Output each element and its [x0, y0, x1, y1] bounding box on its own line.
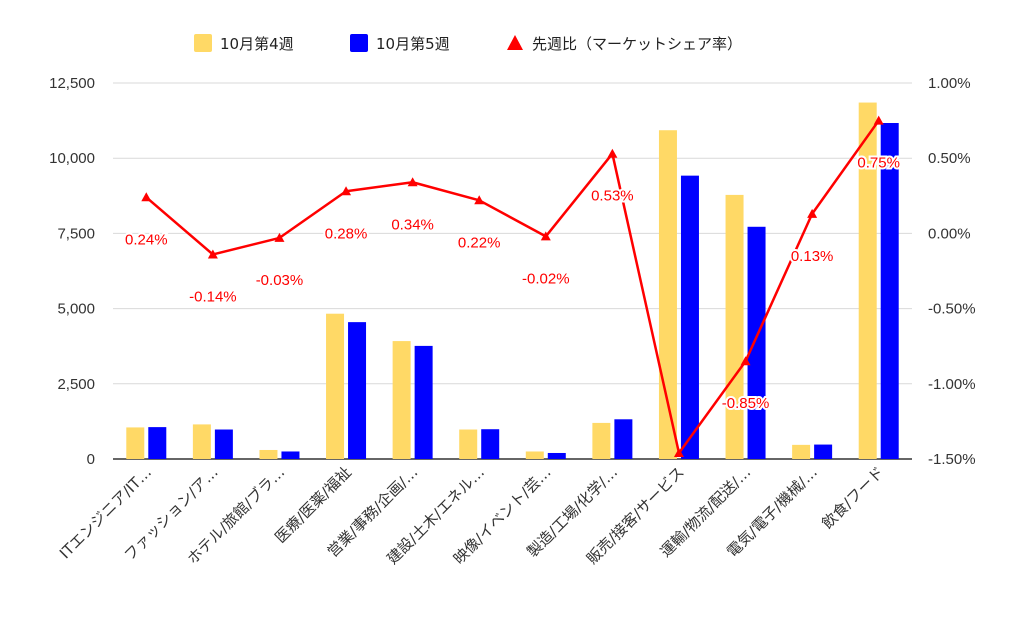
legend-label: 10月第4週	[220, 35, 294, 53]
legend: 10月第4週 10月第5週 先週比（マーケットシェア率）	[194, 34, 742, 53]
share-data-label: 0.22%	[458, 234, 501, 251]
share-point	[341, 186, 352, 196]
legend-swatch	[350, 34, 368, 52]
category-label: 飲食/フード	[818, 463, 887, 532]
share-point	[207, 249, 218, 259]
share-data-label: -0.85%	[722, 395, 770, 412]
bar-week4	[326, 313, 345, 459]
bar-week5	[880, 123, 899, 459]
left-tick-label: 10,000	[49, 150, 95, 167]
share-data-label: 0.53%	[591, 188, 634, 205]
share-point	[607, 148, 618, 158]
bar-week5	[348, 322, 367, 459]
legend-swatch	[507, 35, 523, 50]
bar-week5	[614, 419, 633, 459]
share-data-label: -0.02%	[522, 270, 570, 287]
share-data-label: 0.13%	[791, 248, 834, 265]
bar-week4	[192, 424, 211, 459]
legend-label: 10月第5週	[376, 35, 450, 53]
gridlines	[113, 82, 912, 460]
share-data-label: 0.24%	[125, 231, 168, 248]
right-tick-label: -0.50%	[928, 301, 976, 318]
bar-week5	[680, 175, 699, 459]
bars	[126, 102, 899, 460]
share-point	[540, 231, 551, 241]
bar-week4	[525, 451, 544, 459]
left-tick-label: 5,000	[57, 301, 95, 318]
bar-week5	[281, 451, 300, 459]
bar-week5	[148, 427, 167, 459]
legend-swatch	[194, 34, 212, 52]
bar-week4	[259, 449, 278, 459]
share-point	[807, 208, 818, 218]
share-data-label: 0.34%	[391, 216, 434, 233]
legend-label: 先週比（マーケットシェア率）	[532, 35, 742, 53]
bar-week5	[214, 429, 233, 459]
bar-week5	[814, 444, 833, 459]
share-point	[673, 447, 684, 457]
share-data-label: -0.14%	[189, 288, 237, 305]
bar-week4	[725, 194, 744, 460]
bar-week5	[747, 226, 766, 459]
right-axis-ticks: -1.50% -1.00% -0.50% 0.00% 0.50% 1.00%	[928, 75, 976, 468]
bar-week4	[792, 444, 811, 459]
share-point	[274, 232, 285, 242]
left-tick-label: 12,500	[49, 75, 95, 92]
share-line: 0.24% -0.14% -0.03% 0.28% 0.34% 0.22% -0.02% 0.…	[123, 115, 902, 457]
left-tick-label: 7,500	[57, 225, 95, 242]
share-line-path	[145, 119, 880, 455]
share-data-label: -0.03%	[256, 272, 304, 289]
bar-week4	[459, 429, 478, 459]
bar-week4	[392, 341, 411, 459]
left-axis-ticks: 0 2,500 5,000 7,500 10,000 12,500	[49, 75, 95, 468]
right-tick-label: 0.00%	[928, 225, 971, 242]
share-data-label: 0.28%	[325, 225, 368, 242]
category-labels: ITエンジニア/IT…ファッション/ア…ホテル/旅館/ブラ…医療/医薬/福祉営業…	[56, 463, 888, 568]
right-tick-label: -1.00%	[928, 376, 976, 393]
bar-week4	[858, 102, 877, 459]
share-point	[141, 192, 152, 202]
right-tick-label: 0.50%	[928, 150, 971, 167]
bar-week4	[658, 130, 677, 460]
right-tick-label: 1.00%	[928, 75, 971, 92]
bar-week4	[126, 427, 145, 459]
bar-week4	[592, 422, 611, 459]
share-point	[873, 115, 884, 125]
left-tick-label: 2,500	[57, 376, 95, 393]
bar-week5	[547, 452, 566, 459]
right-tick-label: -1.50%	[928, 451, 976, 468]
share-data-label: 0.75%	[857, 155, 900, 172]
bar-week5	[481, 429, 500, 459]
left-tick-label: 0	[87, 451, 95, 468]
share-point	[407, 177, 418, 187]
share-point	[740, 356, 751, 366]
share-point	[474, 195, 485, 205]
bar-week5	[414, 345, 433, 459]
